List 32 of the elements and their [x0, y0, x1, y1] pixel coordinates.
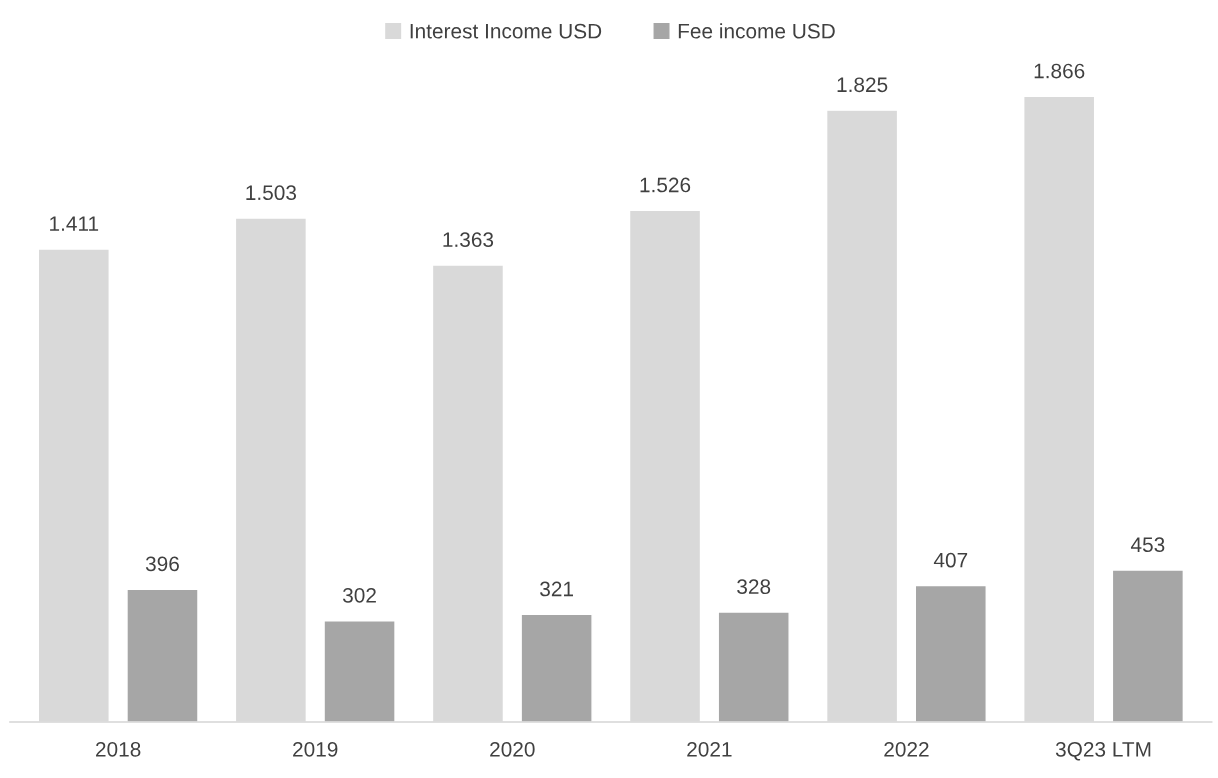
data-label: 321 [540, 581, 573, 597]
data-label: 1.866 [1034, 63, 1085, 79]
data-label: 407 [933, 552, 968, 568]
bar [1111, 569, 1185, 722]
data-label: 1.411 [50, 216, 99, 231]
x-tick-label: 2021 [687, 741, 732, 757]
bar [431, 264, 505, 722]
legend-label: Interest Income USD [410, 23, 602, 39]
x-tick-label: 2022 [884, 741, 929, 757]
bar [717, 611, 790, 722]
x-tick-label: 2018 [96, 741, 141, 757]
legend-label: Fee income USD [678, 23, 835, 39]
data-label: 328 [737, 579, 771, 595]
data-label: 1.363 [443, 232, 494, 248]
bar [126, 588, 199, 722]
data-label: 1.503 [246, 185, 297, 201]
data-label: 453 [1130, 537, 1165, 553]
bar [37, 248, 110, 722]
x-tick-label: 2020 [490, 741, 535, 757]
bar [628, 209, 702, 722]
x-tick-label: 3Q23 LTM [1055, 741, 1151, 761]
bar [825, 109, 899, 722]
data-label: 1.526 [640, 177, 691, 193]
data-label: 1.825 [837, 77, 888, 93]
bar [323, 620, 396, 722]
bar [914, 584, 987, 722]
bar [1023, 95, 1096, 722]
data-label: 302 [342, 587, 376, 603]
data-label: 396 [145, 556, 179, 572]
bar [520, 613, 593, 722]
x-tick-label: 2019 [293, 741, 338, 757]
bar [234, 217, 308, 722]
